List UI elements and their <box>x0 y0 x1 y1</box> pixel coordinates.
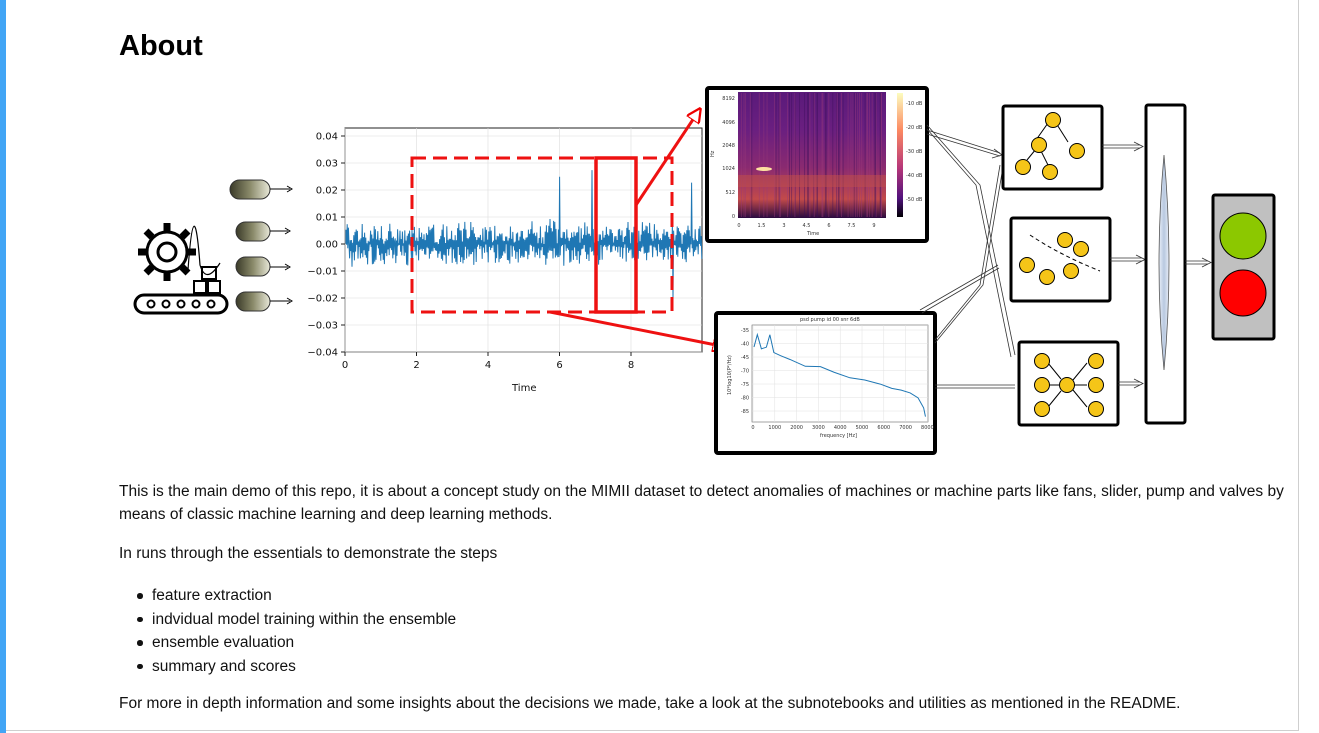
spectrogram-xtick-label: 0 <box>737 223 740 229</box>
spectrogram-ytick-label: 8192 <box>722 96 735 102</box>
waveform-ytick-label: −0.04 <box>307 348 338 359</box>
psd-xtick-label: 7000 <box>899 425 912 431</box>
psd-ytick-label: -80 <box>741 396 749 402</box>
spectrogram-chart: 8192 4096 2048 1024 512 0 0 1.5 3 4.5 6 7.5 9 -10 d… <box>705 86 929 243</box>
waveform-ytick-label: −0.02 <box>307 294 338 305</box>
pipeline-figure: 0.04 0.03 0.02 0.01 0.00 −0.01 −0.02 −0.03 −0.04… <box>133 86 1276 455</box>
list-item: indvidual model training within the ense… <box>136 608 456 632</box>
microphone-icon <box>229 179 293 312</box>
waveform-xtick-label: 2 <box>413 360 419 371</box>
colorbar-label: -30 dB <box>906 149 923 155</box>
waveform-ytick-label: −0.01 <box>307 267 338 278</box>
conveyor-icon <box>133 293 229 315</box>
waveform-chart: 0.04 0.03 0.02 0.01 0.00 −0.01 −0.02 −0.03 −0.04… <box>307 127 703 394</box>
list-item: summary and scores <box>136 655 456 679</box>
readme-paragraph: For more in depth information and some i… <box>119 695 1181 712</box>
list-item: ensemble evaluation <box>136 631 456 655</box>
psd-title: psd pump id 00 snr 6dB <box>800 317 860 323</box>
spectrogram-ytick-label: 1024 <box>722 166 735 172</box>
waveform-ytick-label: 0.02 <box>316 186 338 197</box>
psd-xtick-label: 1000 <box>768 425 781 431</box>
psd-ytick-label: -75 <box>741 382 749 388</box>
spectrogram-xlabel: Time <box>806 231 819 237</box>
model-graph-2 <box>1009 216 1112 303</box>
spectrogram-ylabel: Hz <box>710 150 716 157</box>
spectrogram-ytick-label: 512 <box>725 190 735 196</box>
colorbar-label: -10 dB <box>906 101 923 107</box>
steps-intro: In runs through the essentials to demons… <box>119 545 498 562</box>
waveform-ytick-label: −0.03 <box>307 321 338 332</box>
psd-ytick-label: -70 <box>741 369 749 375</box>
waveform-ytick-label: 0.03 <box>316 159 338 170</box>
psd-ytick-label: -40 <box>741 342 749 348</box>
spectrogram-xtick-label: 1.5 <box>758 223 766 229</box>
page-title: About <box>119 30 203 62</box>
psd-xtick-label: 8000 <box>921 425 934 431</box>
spectrogram-ytick-label: 0 <box>732 214 735 220</box>
psd-chart: psd pump id 00 snr 6dB -35 -40 -45 -70 -75 -8… <box>714 311 937 455</box>
colorbar-label: -40 dB <box>906 173 923 179</box>
model-graph-1 <box>1001 104 1104 191</box>
psd-ylabel: 10*log10(P²/Hz) <box>727 355 733 395</box>
cell-selection-bar <box>0 0 6 733</box>
psd-ytick-label: -85 <box>741 409 749 415</box>
waveform-xtick-label: 0 <box>342 360 348 371</box>
psd-ytick-label: -35 <box>741 328 749 334</box>
waveform-ytick-label: 0.04 <box>316 132 338 143</box>
waveform-xtick-label: 6 <box>556 360 562 371</box>
spectrogram-ytick-label: 4096 <box>722 120 735 126</box>
waveform-ytick-label: 0.00 <box>316 240 338 251</box>
ensemble-combiner <box>1144 103 1187 425</box>
intro-paragraph: This is the main demo of this repo, it i… <box>119 483 1284 523</box>
steps-list: feature extraction indvidual model train… <box>136 584 456 679</box>
waveform-ytick-label: 0.01 <box>316 213 338 224</box>
machine-gear-icon <box>138 223 221 294</box>
waveform-xtick-label: 4 <box>485 360 491 371</box>
spectrogram-xtick-label: 6 <box>827 223 830 229</box>
psd-xtick-label: 0 <box>751 425 754 431</box>
spectrogram-xtick-label: 4.5 <box>803 223 811 229</box>
waveform-xtick-label: 8 <box>628 360 634 371</box>
waveform-xlabel: Time <box>511 383 536 394</box>
list-item: feature extraction <box>136 584 456 608</box>
psd-xtick-label: 5000 <box>856 425 869 431</box>
colorbar-label: -20 dB <box>906 125 923 131</box>
colorbar-label: -50 dB <box>906 197 923 203</box>
spectrogram-xtick-label: 7.5 <box>848 223 856 229</box>
psd-xtick-label: 2000 <box>790 425 803 431</box>
psd-xtick-label: 4000 <box>834 425 847 431</box>
psd-xlabel: frequency [Hz] <box>820 433 857 439</box>
spectrogram-ytick-label: 2048 <box>722 143 735 149</box>
psd-xtick-label: 6000 <box>877 425 890 431</box>
traffic-light-icon <box>1211 193 1276 341</box>
spectrogram-xtick-label: 3 <box>782 223 785 229</box>
model-graph-3 <box>1017 340 1120 427</box>
spectrogram-xtick-label: 9 <box>872 223 875 229</box>
psd-xtick-label: 3000 <box>812 425 825 431</box>
psd-ytick-label: -45 <box>741 355 749 361</box>
